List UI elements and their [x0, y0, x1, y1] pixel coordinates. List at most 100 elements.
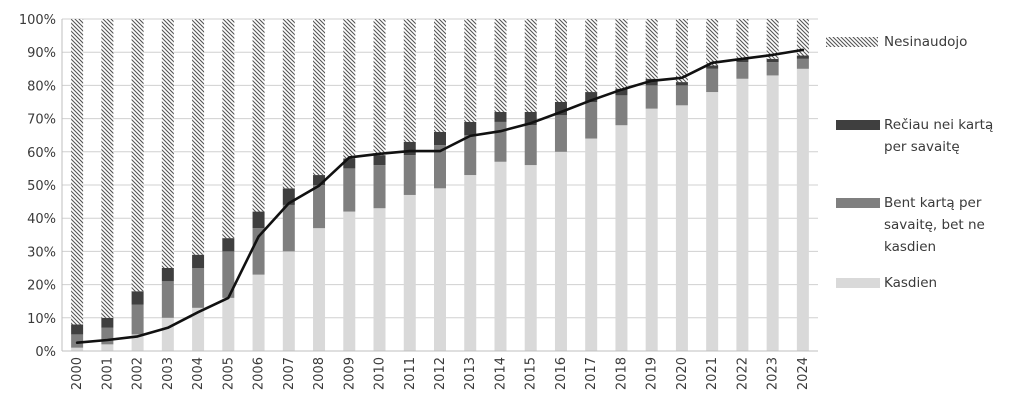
bar-segment [252, 274, 265, 351]
bar-segment [373, 19, 386, 156]
bar-segment [675, 82, 688, 86]
legend-label-line: Nesinaudojo [884, 34, 967, 50]
bar-segment [766, 62, 779, 76]
bar-segment [131, 304, 144, 335]
x-tick-label: 2017 [584, 357, 599, 390]
bar-segment [706, 92, 719, 351]
bar-segment [796, 19, 809, 56]
bar-segment [101, 344, 114, 351]
bar-stacks [71, 19, 809, 352]
legend-swatch [826, 37, 878, 47]
bar-segment [403, 194, 416, 351]
bar-segment [524, 125, 537, 166]
bar-segment [796, 68, 809, 352]
bar-segment [736, 19, 749, 59]
y-tick-label: 100% [19, 13, 56, 28]
bar-segment [766, 58, 779, 63]
bar-segment [736, 58, 749, 63]
x-tick-label: 2021 [705, 357, 720, 390]
bar-segment [434, 131, 446, 146]
bar-segment [373, 165, 386, 209]
x-tick-label: 2000 [70, 357, 85, 390]
bar-segment [403, 155, 416, 195]
x-tick-label: 2020 [675, 357, 690, 390]
x-tick-label: 2001 [100, 357, 115, 390]
bar-segment [524, 19, 537, 112]
bar-segment [796, 55, 809, 59]
legend-label-line: savaitę, bet ne [884, 217, 985, 233]
bar-segment [524, 165, 537, 351]
bar-segment [252, 211, 265, 229]
x-tick-label: 2024 [796, 357, 811, 390]
x-tick-label: 2002 [131, 357, 146, 390]
x-tick-label: 2008 [312, 357, 327, 390]
trend-line [75, 48, 805, 345]
bar-segment [675, 19, 688, 83]
x-tick-label: 2009 [342, 357, 357, 390]
y-tick-label: 50% [27, 179, 56, 194]
bar-segment [464, 175, 477, 351]
bar-segment [645, 85, 658, 109]
bar-segment [585, 92, 598, 102]
bar-segment [615, 125, 628, 352]
bar-segment [494, 161, 507, 351]
y-tick-label: 20% [27, 279, 56, 294]
x-tick-label: 2018 [614, 357, 629, 390]
x-tick-label: 2010 [373, 357, 388, 390]
bar-segment [131, 334, 144, 351]
bar-segment [282, 251, 295, 351]
y-tick-label: 40% [27, 212, 56, 227]
bar-segment [494, 111, 507, 122]
x-tick-label: 2003 [161, 357, 176, 390]
bar-segment [101, 327, 114, 345]
legend-label: Rečiau nei kartą per savaitę [884, 117, 993, 155]
bar-segment [615, 95, 628, 126]
x-tick-label: 2015 [524, 357, 539, 390]
x-tick-label: 2012 [433, 357, 448, 390]
bar-segment [222, 19, 235, 239]
bar-segment [313, 19, 326, 176]
bar-segment [282, 204, 295, 252]
x-tick-label: 2013 [463, 357, 478, 390]
bar-segment [615, 19, 628, 89]
y-tick-label: 60% [27, 146, 56, 161]
x-tick-label: 2007 [282, 357, 297, 390]
bar-segment [222, 238, 235, 252]
bar-segment [403, 141, 416, 156]
legend-label: Bent kartą per savaitę, bet ne kasdien [884, 195, 985, 255]
bar-segment [192, 19, 205, 255]
bar-segment [434, 145, 446, 189]
legend-swatch [836, 198, 880, 208]
bar-segment [282, 19, 295, 189]
bar-segment [645, 108, 658, 351]
legend-label-line: Rečiau nei kartą [884, 117, 993, 133]
y-tick-label: 90% [27, 46, 56, 61]
bar-segment [585, 19, 598, 93]
bar-segment [434, 188, 446, 351]
axes: 0% 10% 20% 30% 40% 50% 60% 70% 80% 90% 100% 2000 200… [19, 13, 818, 390]
bar-segment [554, 151, 567, 351]
bar-segment [645, 19, 658, 79]
bar-segment [343, 158, 356, 169]
x-tick-label: 2004 [191, 357, 206, 390]
bar-segment [796, 58, 809, 69]
y-tick-label: 70% [27, 113, 56, 128]
trend-line-group [75, 48, 805, 345]
bar-segment [161, 281, 174, 318]
bar-segment [192, 307, 205, 351]
x-tick-label: 2022 [735, 357, 750, 390]
bar-segment [161, 317, 174, 351]
legend-swatch [836, 278, 880, 288]
x-tick-label: 2011 [403, 357, 418, 390]
bar-segment [736, 62, 749, 79]
bar-segment [71, 324, 84, 335]
bar-segment [222, 297, 235, 351]
bar-segment [343, 168, 356, 212]
bar-segment [101, 19, 114, 318]
bar-segment [71, 334, 84, 348]
bar-segment [706, 19, 719, 66]
bar-segment [675, 85, 688, 106]
bar-segment [434, 19, 446, 132]
x-tick-label: 2023 [766, 357, 781, 390]
legend: Nesinaudojo Rečiau nei kartą per savaitę Be… [826, 34, 993, 291]
